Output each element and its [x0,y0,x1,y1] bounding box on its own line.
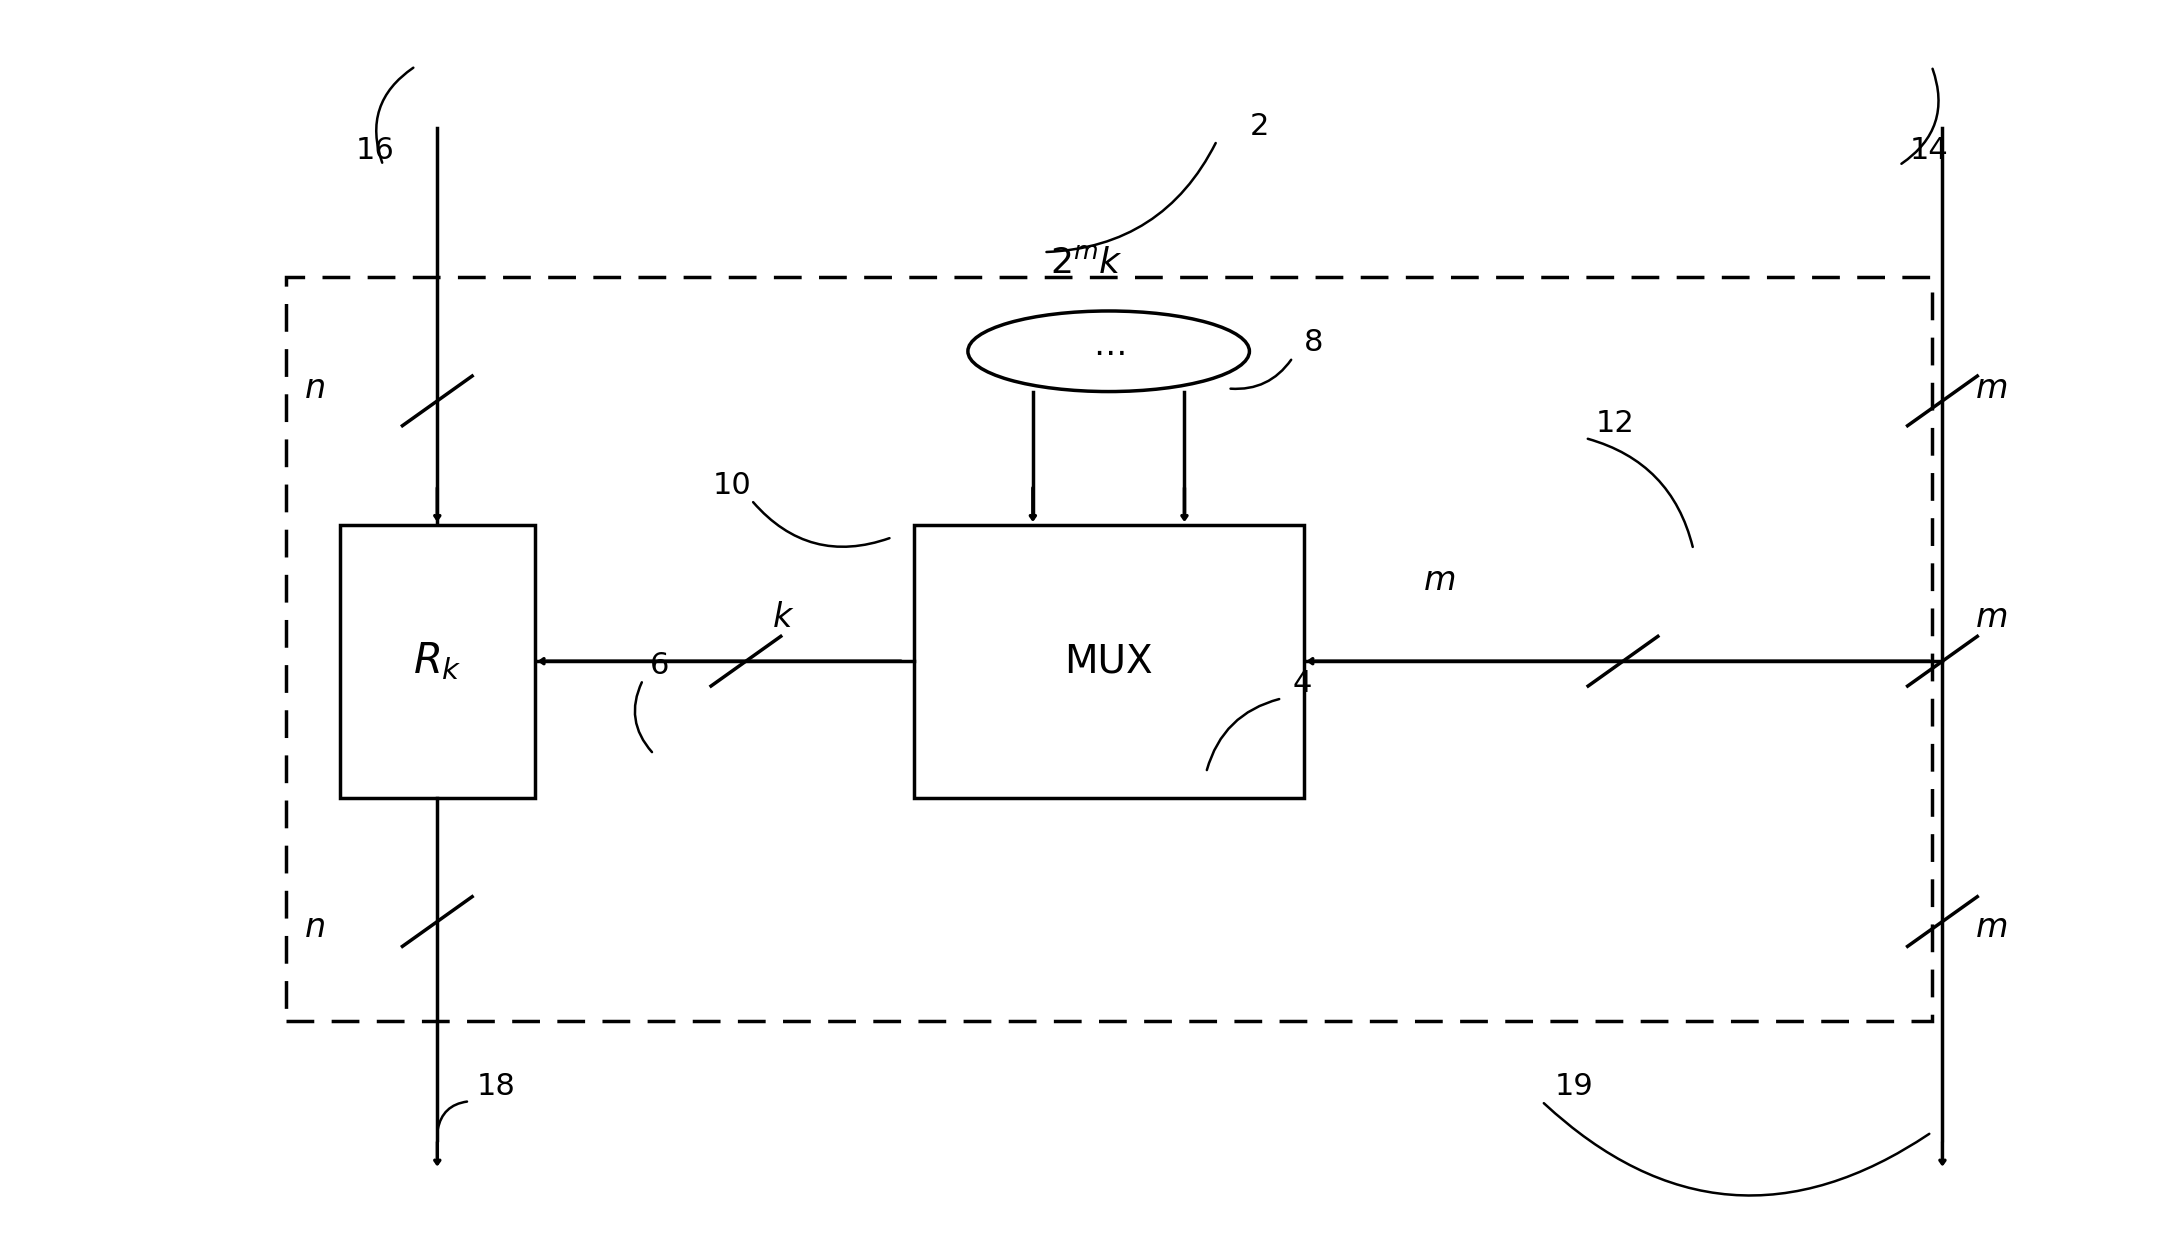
Text: 19: 19 [1554,1072,1594,1101]
Text: 8: 8 [1304,328,1324,357]
Text: $m$: $m$ [1974,911,2007,945]
Text: 16: 16 [354,136,393,165]
Text: $k$: $k$ [772,602,796,634]
Text: 14: 14 [1911,136,1948,165]
Text: 2: 2 [1250,111,1270,141]
Text: 6: 6 [650,650,670,680]
Text: $m$: $m$ [1974,372,2007,404]
Text: 10: 10 [713,470,752,500]
Text: $m$: $m$ [1974,602,2007,634]
Text: $R_k$: $R_k$ [413,640,461,683]
Text: 12: 12 [1596,409,1635,438]
Text: MUX: MUX [1065,643,1152,680]
Text: 4: 4 [1294,669,1313,699]
Bar [339,525,535,797]
Ellipse shape [967,311,1250,392]
Bar [913,525,1304,797]
Text: $\cdots$: $\cdots$ [1094,334,1124,368]
Text: $m$: $m$ [1422,564,1454,597]
Bar [285,277,1933,1021]
Text: $n$: $n$ [304,911,324,945]
Text: $2^m k$: $2^m k$ [1050,246,1124,280]
Text: 18: 18 [476,1072,515,1101]
Text: $n$: $n$ [304,372,324,404]
